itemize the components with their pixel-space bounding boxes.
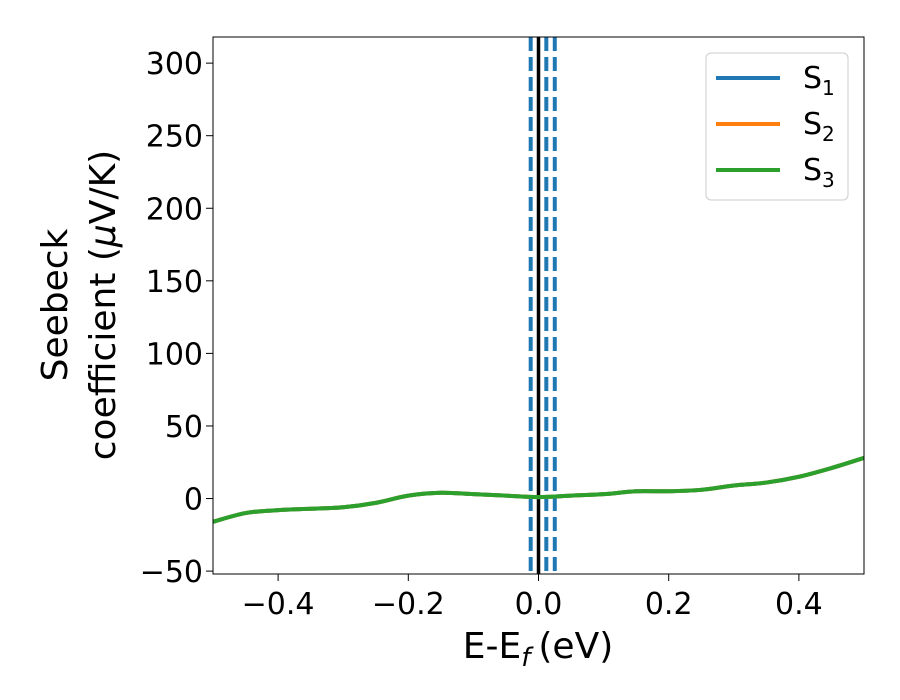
y-tick-label: 300 <box>146 47 203 82</box>
x-tick-label: −0.4 <box>242 587 315 622</box>
y-axis-label-line2: coefficient (μV/K) <box>83 150 124 460</box>
series-line-s3 <box>213 455 864 524</box>
y-tick-label: 100 <box>146 337 203 372</box>
legend-label-s3: S3 <box>803 153 835 192</box>
legend-label-s1: S1 <box>803 61 835 100</box>
x-axis-label: E-Ef (eV) <box>463 626 614 673</box>
y-axis-label: Seebeck coefficient (μV/K) <box>35 150 124 460</box>
y-tick-label: 0 <box>184 483 203 518</box>
y-tick-label: 200 <box>146 192 203 227</box>
x-tick-label: 0.4 <box>775 587 823 622</box>
x-tick-label: −0.2 <box>372 587 445 622</box>
legend-entries: S1 S2 S3 <box>716 61 835 192</box>
legend-label-s2: S2 <box>803 107 835 146</box>
y-tick-label: −50 <box>140 555 203 590</box>
y-tick-label: 250 <box>146 120 203 155</box>
y-axis-label-line1: Seebeck <box>35 228 76 381</box>
x-axis-ticks: −0.4 −0.2 0.0 0.2 0.4 <box>242 574 823 622</box>
y-tick-label: 150 <box>146 265 203 300</box>
legend: S1 S2 S3 <box>705 52 849 201</box>
y-axis-ticks: −50 0 50 100 150 200 250 300 <box>140 47 213 590</box>
legend-box <box>705 52 849 201</box>
y-tick-label: 50 <box>165 410 203 445</box>
series-lines <box>213 455 864 524</box>
x-tick-label: 0.2 <box>645 587 693 622</box>
x-tick-label: 0.0 <box>515 587 563 622</box>
reference-lines <box>528 37 557 574</box>
